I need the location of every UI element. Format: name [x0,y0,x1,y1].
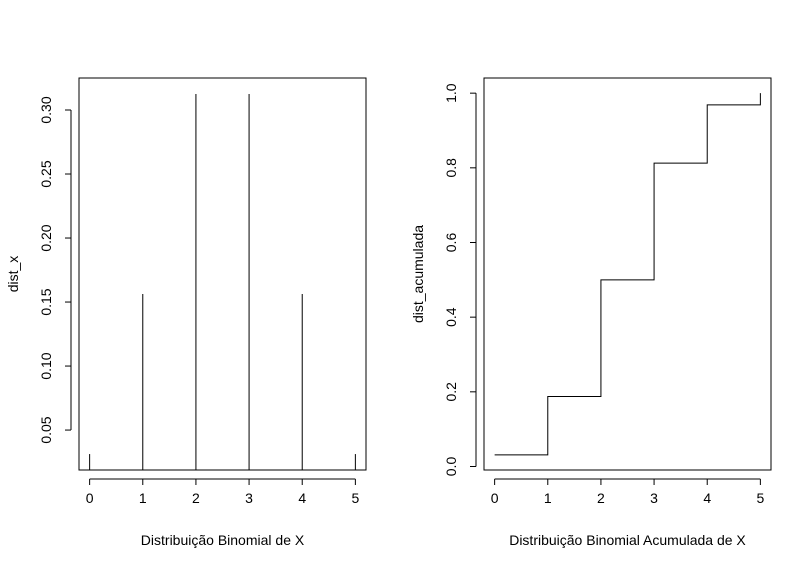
y-axis-label: dist_acumulada [410,225,426,323]
plot-frame [483,77,772,471]
step-line [494,93,761,456]
x-tick-label: 2 [192,490,200,506]
x-tick-label: 1 [139,490,147,506]
x-axis: 0 1 2 3 4 5 [86,478,359,506]
y-axis-label: dist_x [5,256,21,293]
y-tick-label: 0.8 [443,158,459,178]
binomial-distribution-panel: 0 1 2 3 4 5 0.05 0.10 0.15 0.20 0.25 0.30 Distribu… [5,77,367,548]
cumulative-distribution-panel: 0 1 2 3 4 5 0.0 0.2 0.4 0.6 0.8 1.0 Distribuição B… [410,77,772,548]
y-tick-label: 0.25 [38,160,54,187]
y-axis: 0.0 0.2 0.4 0.6 0.8 1.0 [443,83,477,477]
y-tick-label: 0.10 [38,352,54,379]
x-axis-label: Distribuição Binomial Acumulada de X [509,532,746,548]
x-tick-label: 0 [491,490,499,506]
y-axis: 0.05 0.10 0.15 0.20 0.25 0.30 [38,96,72,444]
plot-frame [78,77,367,471]
x-tick-label: 4 [298,490,306,506]
y-tick-label: 0.4 [443,307,459,327]
x-axis-label: Distribuição Binomial de X [141,532,305,548]
x-tick-label: 0 [86,490,94,506]
y-tick-label: 0.2 [443,382,459,402]
x-axis: 0 1 2 3 4 5 [491,478,764,506]
x-tick-label: 3 [245,490,253,506]
x-tick-label: 1 [544,490,552,506]
y-tick-label: 0.05 [38,416,54,443]
y-tick-label: 0.20 [38,224,54,251]
y-tick-label: 0.0 [443,457,459,477]
x-tick-label: 2 [597,490,605,506]
y-tick-label: 0.15 [38,288,54,315]
step-series-line [494,93,761,456]
x-tick-label: 5 [756,490,764,506]
bar-lines [89,94,356,470]
x-tick-label: 3 [650,490,658,506]
x-tick-label: 4 [703,490,711,506]
x-tick-label: 5 [351,490,359,506]
y-tick-label: 0.30 [38,96,54,123]
y-tick-label: 1.0 [443,83,459,103]
y-tick-label: 0.6 [443,233,459,253]
